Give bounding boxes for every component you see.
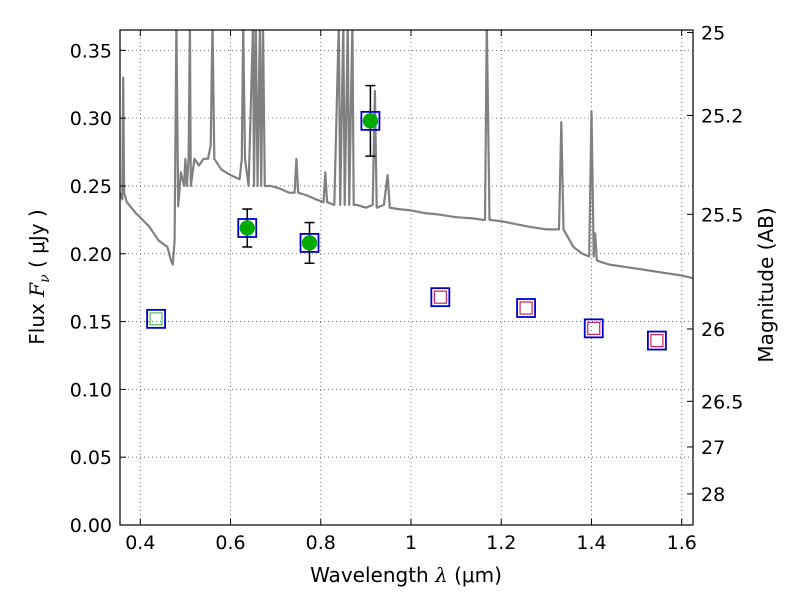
detected-flux-point — [301, 235, 318, 251]
y2-tick-label: 26.5 — [701, 391, 743, 413]
plot-frame — [119, 29, 694, 526]
y-tick-label: 0.15 — [70, 312, 112, 334]
filter-box-marker — [146, 308, 166, 329]
y-tick-label: 0.35 — [70, 40, 112, 62]
filter-box-marker — [360, 110, 381, 131]
axes: 0.4 0.6 0.8 1 1.2 1.4 1.6 0.00 0.05 0.10 0.15 0.20 0… — [70, 23, 744, 554]
plot-area — [120, 30, 693, 351]
detected-flux-point — [239, 220, 255, 236]
y2-tick-label: 27 — [701, 437, 725, 459]
filter-box-marker — [237, 218, 258, 238]
filter-box-marker — [583, 318, 604, 339]
y-axis-label: Flux Fν ( μJy ) — [25, 209, 53, 344]
y-tick-label: 0.30 — [70, 108, 112, 130]
y2-tick-label: 25 — [701, 23, 725, 45]
filter-box-marker — [516, 298, 536, 318]
model-flux-marker — [519, 301, 533, 315]
x-tick-label: 0.4 — [125, 532, 155, 554]
x-tick-label: 1.6 — [667, 532, 697, 554]
model-flux-marker — [650, 333, 664, 348]
detected-flux-point — [362, 113, 379, 129]
y2-axis-label: Magnitude (AB) — [754, 207, 778, 362]
y2-tick-label: 25.2 — [701, 105, 743, 127]
filter-box-marker — [647, 330, 667, 351]
y2-tick-label: 26 — [701, 319, 725, 341]
y-tick-label: 0.10 — [70, 379, 112, 401]
x-tick-label: 0.6 — [215, 532, 245, 554]
x-tick-label: 1.4 — [576, 532, 606, 554]
model-flux-marker — [587, 321, 601, 335]
x-tick-label: 1 — [405, 532, 417, 554]
y2-tick-label: 28 — [701, 484, 725, 506]
filter-box-marker — [299, 233, 320, 253]
model-flux-marker — [433, 290, 447, 304]
x-tick-label: 0.8 — [306, 532, 336, 554]
x-axis-label: Wavelength λ (μm) — [310, 563, 502, 587]
y-tick-label: 0.25 — [70, 176, 112, 198]
template-spectrum-line — [120, 30, 693, 280]
y-tick-label: 0.00 — [70, 515, 112, 537]
grid — [120, 30, 693, 526]
model-flux-marker — [149, 312, 163, 326]
y-tick-label: 0.05 — [70, 447, 112, 469]
y2-tick-label: 25.5 — [701, 204, 743, 226]
filter-box-marker — [430, 287, 451, 308]
x-tick-label: 1.2 — [486, 532, 516, 554]
y-tick-label: 0.20 — [70, 244, 112, 266]
